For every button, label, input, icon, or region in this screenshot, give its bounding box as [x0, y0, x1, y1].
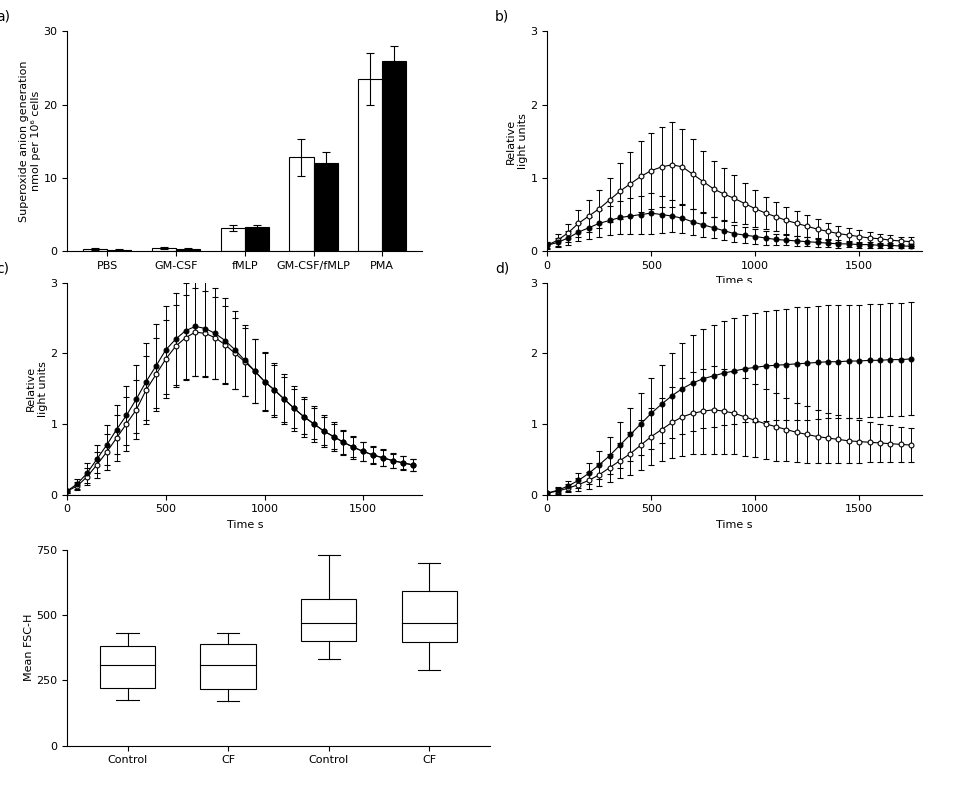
X-axis label: Time s: Time s: [716, 520, 753, 530]
Text: c): c): [0, 261, 10, 275]
Bar: [152, 248, 176, 251]
Y-axis label: Relative
light units: Relative light units: [26, 360, 48, 417]
X-axis label: Time s: Time s: [716, 276, 753, 287]
Text: a): a): [0, 9, 11, 24]
Bar: [401, 591, 457, 642]
Bar: [382, 60, 406, 251]
Bar: [301, 599, 356, 641]
Y-axis label: Relative
light units: Relative light units: [506, 113, 528, 170]
Y-axis label: Mean FSC-H: Mean FSC-H: [24, 614, 34, 681]
Bar: [100, 646, 156, 688]
Bar: [221, 228, 245, 251]
Bar: [358, 79, 382, 251]
Bar: [290, 158, 314, 251]
Y-axis label: Superoxide anion generation
nmol per 10⁶ cells: Superoxide anion generation nmol per 10⁶…: [19, 60, 40, 222]
Text: b): b): [494, 9, 509, 24]
Bar: [84, 249, 108, 251]
Bar: [108, 250, 132, 251]
X-axis label: Time s: Time s: [227, 520, 263, 530]
Bar: [314, 163, 338, 251]
Bar: [245, 227, 269, 251]
Text: d): d): [494, 261, 509, 275]
Bar: [176, 249, 200, 251]
Bar: [201, 644, 255, 689]
